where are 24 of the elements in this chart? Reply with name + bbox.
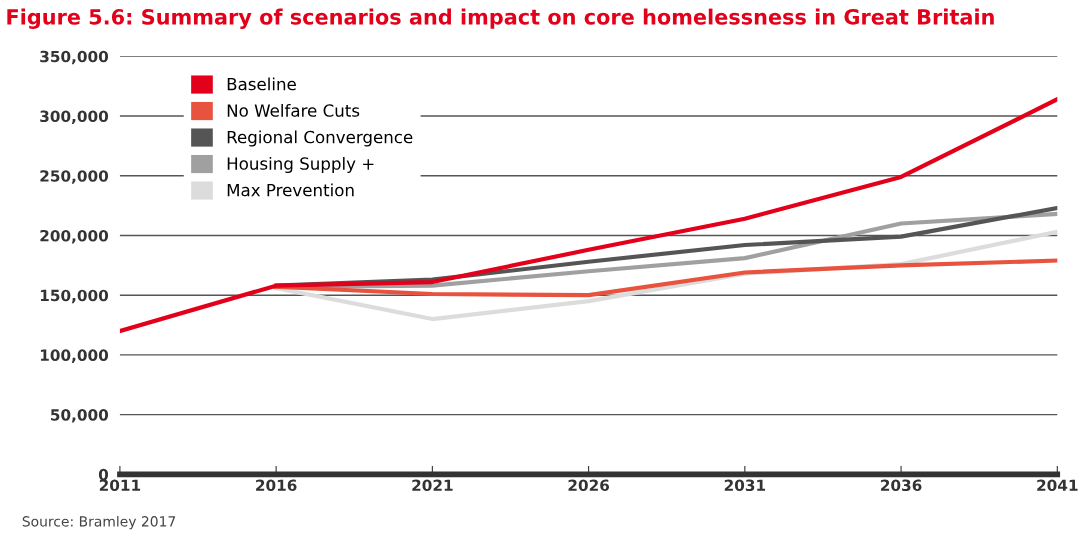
- y-tick-label: 100,000: [40, 349, 109, 363]
- y-tick-label: 250,000: [40, 170, 109, 184]
- y-tick-label: 50,000: [51, 409, 109, 423]
- legend-label: No Welfare Cuts: [227, 103, 360, 117]
- x-tick-label: 2031: [724, 479, 766, 492]
- x-tick-label: 2011: [99, 479, 141, 492]
- x-tick-label: 2016: [256, 479, 297, 492]
- x-tick-label: 2026: [568, 479, 610, 492]
- legend-label: Housing Supply +: [227, 156, 374, 174]
- line-series: [119, 97, 1058, 334]
- y-tick-label: 200,000: [40, 229, 109, 244]
- y-tick-label: 300,000: [40, 110, 109, 124]
- source-note: Source: Bramley 2017: [22, 515, 176, 530]
- legend-label: Regional Convergence: [227, 130, 413, 147]
- chart-title: Figure 5.6: Summary of scenarios and impact on core homelessness in Great Britain: [7, 8, 994, 29]
- line-series: [274, 258, 1058, 298]
- x-tick-label: 2036: [881, 479, 922, 492]
- y-tick-label: 0: [98, 468, 109, 481]
- x-tick-label: 2041: [1037, 479, 1078, 492]
- x-tick-label: 2021: [412, 479, 453, 492]
- legend-label: Baseline: [227, 77, 296, 91]
- legend-label: Max Prevention: [227, 183, 354, 197]
- y-tick-label: 150,000: [40, 289, 109, 304]
- y-tick-label: 350,000: [40, 50, 109, 65]
